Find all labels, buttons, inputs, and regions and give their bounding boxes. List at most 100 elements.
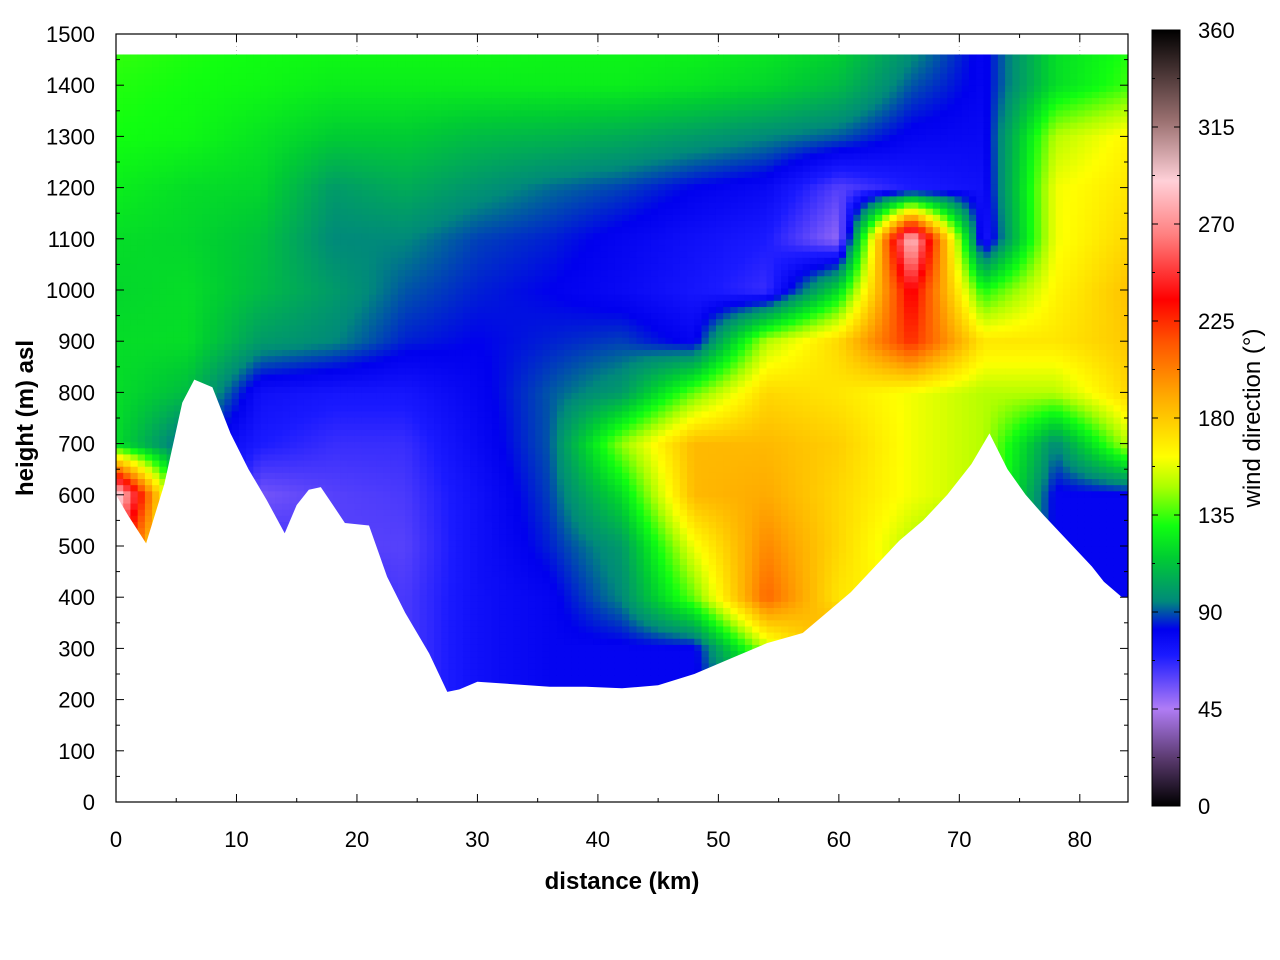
heatmap-cell xyxy=(137,158,146,166)
heatmap-cell xyxy=(405,472,413,480)
heatmap-cell xyxy=(434,60,442,68)
heatmap-cell xyxy=(340,226,348,234)
heatmap-cell xyxy=(376,429,385,436)
heatmap-cell xyxy=(383,214,392,221)
heatmap-cell xyxy=(267,404,276,412)
heatmap-cell xyxy=(376,54,385,62)
heatmap-cell xyxy=(238,324,247,332)
heatmap-cell xyxy=(369,183,377,191)
heatmap-cell xyxy=(318,189,327,197)
heatmap-cell xyxy=(224,367,233,375)
heatmap-cell xyxy=(152,349,160,357)
heatmap-cell xyxy=(275,220,283,228)
heatmap-cell xyxy=(412,158,421,166)
heatmap-cell xyxy=(159,183,168,191)
heatmap-cell xyxy=(369,423,377,430)
heatmap-cell xyxy=(144,195,153,203)
heatmap-cell xyxy=(441,509,450,516)
heatmap-cell xyxy=(441,251,450,258)
heatmap-cell xyxy=(369,103,377,111)
heatmap-cell xyxy=(340,441,348,449)
heatmap-cell xyxy=(173,146,182,154)
heatmap-cell xyxy=(152,263,160,271)
heatmap-cell xyxy=(166,134,175,142)
heatmap-cell xyxy=(173,195,182,203)
heatmap-cell xyxy=(332,466,341,473)
heatmap-cell xyxy=(289,312,298,320)
heatmap-cell xyxy=(340,509,348,516)
heatmap-cell xyxy=(340,158,348,166)
heatmap-cell xyxy=(376,208,385,215)
heatmap-cell xyxy=(311,214,319,221)
heatmap-cell xyxy=(441,447,450,455)
heatmap-cell xyxy=(123,257,132,264)
heatmap-cell xyxy=(116,134,124,142)
heatmap-cell xyxy=(354,496,363,504)
heatmap-cell xyxy=(426,251,435,258)
heatmap-cell xyxy=(347,122,356,129)
heatmap-cell xyxy=(246,367,254,375)
heatmap-cell xyxy=(130,91,139,99)
heatmap-cell xyxy=(376,490,385,498)
heatmap-cell xyxy=(116,441,124,449)
heatmap-cell xyxy=(448,650,457,658)
heatmap-cell xyxy=(123,134,132,142)
heatmap-cell xyxy=(455,625,464,633)
heatmap-cell xyxy=(130,318,139,326)
heatmap-cell xyxy=(347,103,356,111)
heatmap-cell xyxy=(412,201,421,209)
heatmap-cell xyxy=(369,447,377,455)
heatmap-cell xyxy=(181,146,189,154)
heatmap-cell xyxy=(354,134,363,142)
heatmap-cell xyxy=(231,122,240,129)
heatmap-cell xyxy=(441,183,450,191)
heatmap-cell xyxy=(397,539,406,547)
heatmap-cell xyxy=(282,355,291,363)
heatmap-cell xyxy=(397,570,406,578)
heatmap-cell xyxy=(289,60,298,68)
heatmap-cell xyxy=(383,490,392,498)
heatmap-cell xyxy=(253,189,262,197)
heatmap-cell xyxy=(426,226,435,234)
heatmap-cell xyxy=(376,177,385,185)
heatmap-cell xyxy=(369,171,377,178)
heatmap-cell xyxy=(347,349,356,357)
heatmap-cell xyxy=(318,60,327,68)
heatmap-cell xyxy=(332,441,341,449)
heatmap-cell xyxy=(441,589,450,596)
heatmap-cell xyxy=(419,570,428,578)
heatmap-cell xyxy=(390,373,399,381)
heatmap-cell xyxy=(426,496,435,504)
heatmap-cell xyxy=(116,453,124,461)
heatmap-cell xyxy=(253,177,262,185)
heatmap-cell xyxy=(217,386,226,393)
heatmap-cell xyxy=(267,103,276,111)
heatmap-cell xyxy=(419,496,428,504)
heatmap-cell xyxy=(173,208,182,215)
heatmap-cell xyxy=(231,189,240,197)
heatmap-cell xyxy=(289,275,298,283)
heatmap-cell xyxy=(224,79,233,86)
heatmap-cell xyxy=(224,66,233,74)
heatmap-cell xyxy=(383,103,392,111)
heatmap-cell xyxy=(325,300,334,307)
heatmap-cell xyxy=(426,195,435,203)
heatmap-cell xyxy=(238,244,247,252)
heatmap-cell xyxy=(434,502,442,510)
heatmap-cell xyxy=(441,619,450,627)
heatmap-cell xyxy=(340,195,348,203)
heatmap-cell xyxy=(419,122,428,129)
heatmap-cell xyxy=(224,330,233,338)
heatmap-cell xyxy=(159,263,168,271)
heatmap-cell xyxy=(159,466,168,473)
heatmap-cell xyxy=(173,226,182,234)
heatmap-cell xyxy=(325,146,334,154)
heatmap-cell xyxy=(260,140,269,148)
heatmap-cell xyxy=(181,361,189,369)
heatmap-cell xyxy=(340,429,348,436)
heatmap-cell xyxy=(231,324,240,332)
heatmap-cell xyxy=(426,134,435,142)
heatmap-cell xyxy=(419,60,428,68)
heatmap-cell xyxy=(448,484,457,492)
heatmap-cell xyxy=(434,423,442,430)
